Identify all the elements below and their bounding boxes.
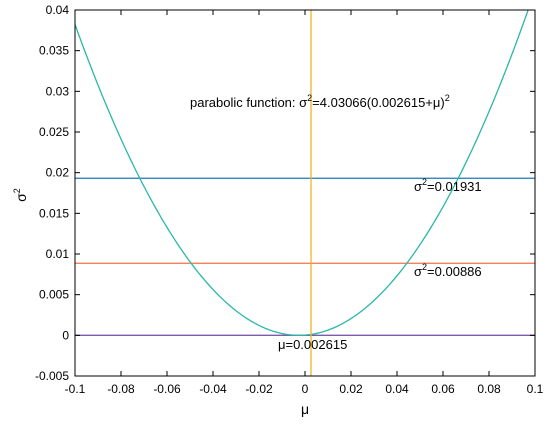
y-tick-label: 0.02 [46,166,70,180]
y-tick-label: 0.005 [39,288,69,302]
x-tick-label: -0.1 [65,382,86,396]
x-tick-label: -0.04 [199,382,227,396]
upper-line-label: σ2=0.01931 [414,177,482,194]
upper-line-label-sup: 2 [422,177,427,187]
x-axis-title: μ [301,401,309,417]
middle-line-label-prefix: σ [414,264,422,279]
y-axis-title-base: σ [13,193,29,202]
y-tick-label: 0.035 [39,44,69,58]
x-tick-label: -0.06 [153,382,181,396]
y-tick-label: 0.025 [39,125,69,139]
y-tick-label: 0.015 [39,206,69,220]
x-tick-label: -0.02 [245,382,273,396]
series-layer [75,10,535,376]
upper-line-label-prefix: σ [414,179,422,194]
upper-line-label-suffix: =0.01931 [427,179,482,194]
parabola-label-sup: 2 [307,93,312,103]
y-tick-label: -0.005 [35,369,69,383]
y-axis-title-sup: 2 [12,188,22,193]
middle-line-label-suffix: =0.00886 [427,264,482,279]
y-tick-label: 0 [62,328,69,342]
y-axis-title: σ2 [12,188,29,202]
x-tick-label: 0.04 [385,382,409,396]
x-tick-label: 0 [302,382,309,396]
y-tick-label: 0.03 [46,84,70,98]
vertex-label: μ=0.002615 [278,337,347,352]
ticks-layer: -0.1 -0.08 -0.06 -0.04 -0.02 0 0.02 0.04 0.06 0.0… [35,3,544,396]
parabola-label-sup2: 2 [445,93,450,103]
parabola-curve [75,10,529,336]
parabola-label-prefix: parabolic function: σ [190,95,307,110]
parabola-label: parabolic function: σ2=4.03066(0.002615+… [190,93,450,110]
x-tick-label: 0.02 [339,382,363,396]
parabola-label-mid: =4.03066(0.002615+μ) [312,95,445,110]
x-tick-label: 0.06 [431,382,455,396]
x-tick-label: -0.08 [107,382,135,396]
middle-line-label: σ2=0.00886 [414,262,482,279]
middle-line-label-sup: 2 [422,262,427,272]
y-tick-label: 0.04 [46,3,70,17]
x-tick-label: 0.08 [477,382,501,396]
x-tick-label: 0.1 [527,382,544,396]
y-tick-label: 0.01 [46,247,70,261]
